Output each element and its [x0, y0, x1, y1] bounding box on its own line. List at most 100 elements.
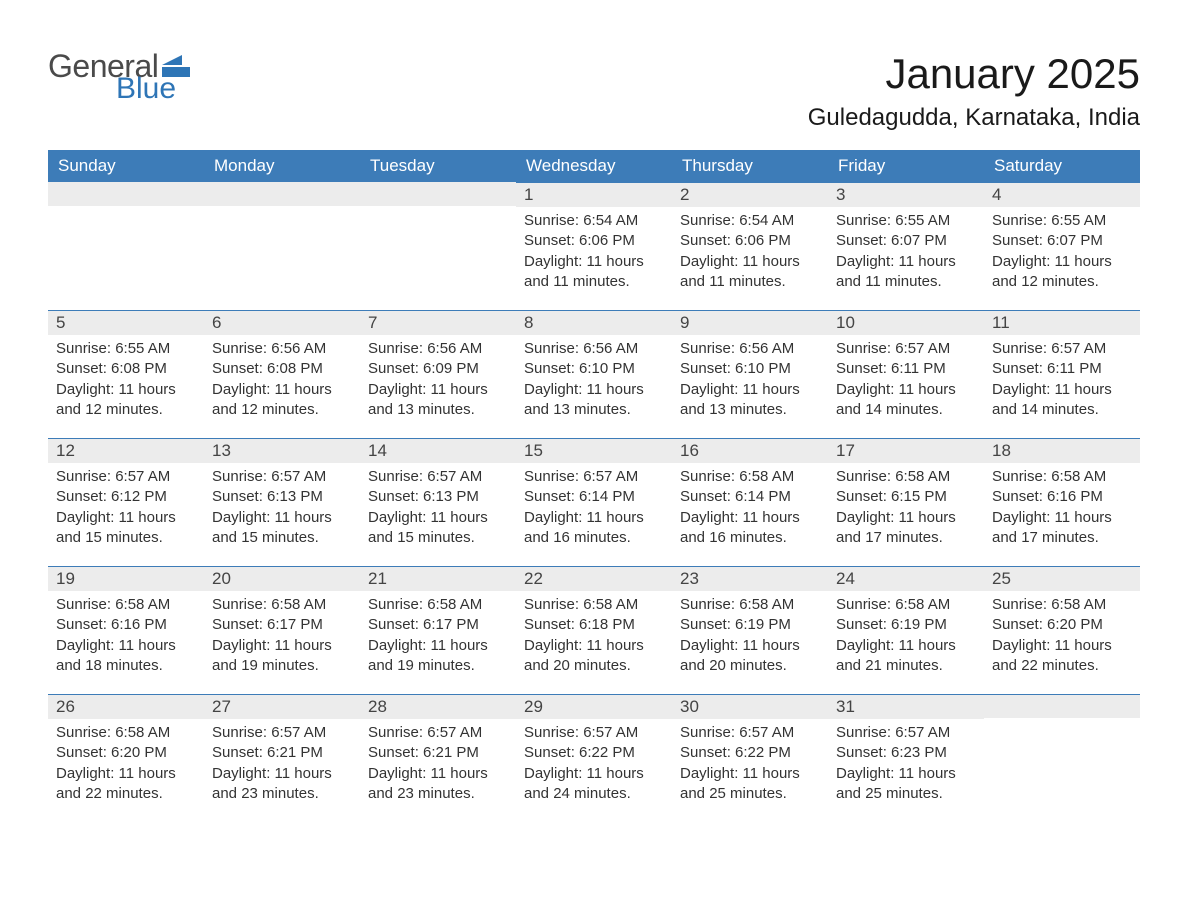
calendar-day-cell: 1Sunrise: 6:54 AMSunset: 6:06 PMDaylight… [516, 182, 672, 310]
day-number: 17 [836, 441, 855, 460]
day-details: Sunrise: 6:55 AMSunset: 6:07 PMDaylight:… [828, 207, 984, 300]
daylight-text: Daylight: 11 hours and 13 minutes. [368, 380, 508, 421]
sunset-text: Sunset: 6:11 PM [992, 359, 1132, 379]
day-number: 21 [368, 569, 387, 588]
calendar-day-cell: 25Sunrise: 6:58 AMSunset: 6:20 PMDayligh… [984, 566, 1140, 694]
sunrise-text: Sunrise: 6:57 AM [992, 339, 1132, 359]
day-number-bar: 23 [672, 566, 828, 591]
day-number: 13 [212, 441, 231, 460]
day-number-bar: 15 [516, 438, 672, 463]
day-number-bar [984, 694, 1140, 718]
weekday-header: Tuesday [360, 150, 516, 182]
day-details: Sunrise: 6:58 AMSunset: 6:19 PMDaylight:… [672, 591, 828, 684]
day-details: Sunrise: 6:55 AMSunset: 6:07 PMDaylight:… [984, 207, 1140, 300]
sunrise-text: Sunrise: 6:58 AM [836, 467, 976, 487]
sunset-text: Sunset: 6:21 PM [212, 743, 352, 763]
calendar-day-cell: 8Sunrise: 6:56 AMSunset: 6:10 PMDaylight… [516, 310, 672, 438]
sunrise-text: Sunrise: 6:55 AM [836, 211, 976, 231]
calendar-day-cell: 17Sunrise: 6:58 AMSunset: 6:15 PMDayligh… [828, 438, 984, 566]
daylight-text: Daylight: 11 hours and 20 minutes. [680, 636, 820, 677]
calendar-day-cell: 9Sunrise: 6:56 AMSunset: 6:10 PMDaylight… [672, 310, 828, 438]
sunset-text: Sunset: 6:19 PM [680, 615, 820, 635]
calendar-day-cell [48, 182, 204, 310]
day-number: 19 [56, 569, 75, 588]
location-subtitle: Guledagudda, Karnataka, India [808, 104, 1140, 132]
day-number: 2 [680, 185, 689, 204]
sunrise-text: Sunrise: 6:58 AM [992, 595, 1132, 615]
daylight-text: Daylight: 11 hours and 14 minutes. [992, 380, 1132, 421]
header: General Blue January 2025 Guledagudda, K… [48, 50, 1140, 142]
calendar-day-cell: 13Sunrise: 6:57 AMSunset: 6:13 PMDayligh… [204, 438, 360, 566]
sunset-text: Sunset: 6:17 PM [368, 615, 508, 635]
day-details: Sunrise: 6:58 AMSunset: 6:14 PMDaylight:… [672, 463, 828, 556]
day-number-bar: 2 [672, 182, 828, 207]
day-number: 4 [992, 185, 1001, 204]
day-details: Sunrise: 6:54 AMSunset: 6:06 PMDaylight:… [516, 207, 672, 300]
sunrise-text: Sunrise: 6:54 AM [524, 211, 664, 231]
calendar-week-row: 5Sunrise: 6:55 AMSunset: 6:08 PMDaylight… [48, 310, 1140, 438]
sunset-text: Sunset: 6:18 PM [524, 615, 664, 635]
day-number-bar: 16 [672, 438, 828, 463]
day-number-bar: 8 [516, 310, 672, 335]
daylight-text: Daylight: 11 hours and 11 minutes. [680, 252, 820, 293]
sunset-text: Sunset: 6:16 PM [56, 615, 196, 635]
day-details: Sunrise: 6:57 AMSunset: 6:13 PMDaylight:… [360, 463, 516, 556]
day-number-bar: 17 [828, 438, 984, 463]
sunrise-text: Sunrise: 6:57 AM [368, 723, 508, 743]
daylight-text: Daylight: 11 hours and 21 minutes. [836, 636, 976, 677]
calendar-day-cell [204, 182, 360, 310]
day-number-bar [360, 182, 516, 206]
sunrise-text: Sunrise: 6:58 AM [680, 467, 820, 487]
calendar-day-cell: 7Sunrise: 6:56 AMSunset: 6:09 PMDaylight… [360, 310, 516, 438]
day-details: Sunrise: 6:56 AMSunset: 6:10 PMDaylight:… [672, 335, 828, 428]
day-number-bar: 9 [672, 310, 828, 335]
sunrise-text: Sunrise: 6:57 AM [524, 723, 664, 743]
calendar-day-cell: 4 Sunrise: 6:55 AMSunset: 6:07 PMDaylight… [984, 182, 1140, 310]
sunset-text: Sunset: 6:06 PM [524, 231, 664, 251]
day-number: 29 [524, 697, 543, 716]
day-details: Sunrise: 6:57 AMSunset: 6:21 PMDaylight:… [360, 719, 516, 812]
day-number-bar: 4 [984, 182, 1140, 207]
sunset-text: Sunset: 6:14 PM [680, 487, 820, 507]
daylight-text: Daylight: 11 hours and 22 minutes. [992, 636, 1132, 677]
day-number-bar: 27 [204, 694, 360, 719]
day-number-bar: 10 [828, 310, 984, 335]
calendar-day-cell: 24Sunrise: 6:58 AMSunset: 6:19 PMDayligh… [828, 566, 984, 694]
calendar-day-cell: 21Sunrise: 6:58 AMSunset: 6:17 PMDayligh… [360, 566, 516, 694]
day-details: Sunrise: 6:56 AMSunset: 6:09 PMDaylight:… [360, 335, 516, 428]
day-number-bar: 11 [984, 310, 1140, 335]
daylight-text: Daylight: 11 hours and 17 minutes. [836, 508, 976, 549]
calendar-day-cell: 3Sunrise: 6:55 AMSunset: 6:07 PMDaylight… [828, 182, 984, 310]
day-details: Sunrise: 6:57 AMSunset: 6:11 PMDaylight:… [984, 335, 1140, 428]
calendar-day-cell: 27Sunrise: 6:57 AMSunset: 6:21 PMDayligh… [204, 694, 360, 822]
calendar-week-row: 19Sunrise: 6:58 AMSunset: 6:16 PMDayligh… [48, 566, 1140, 694]
sunrise-text: Sunrise: 6:54 AM [680, 211, 820, 231]
sunset-text: Sunset: 6:20 PM [56, 743, 196, 763]
day-details: Sunrise: 6:58 AMSunset: 6:20 PMDaylight:… [48, 719, 204, 812]
sunset-text: Sunset: 6:11 PM [836, 359, 976, 379]
calendar-week-row: 1Sunrise: 6:54 AMSunset: 6:06 PMDaylight… [48, 182, 1140, 310]
day-number-bar: 5 [48, 310, 204, 335]
sunset-text: Sunset: 6:16 PM [992, 487, 1132, 507]
day-number-bar [48, 182, 204, 206]
sunset-text: Sunset: 6:19 PM [836, 615, 976, 635]
day-details: Sunrise: 6:58 AMSunset: 6:16 PMDaylight:… [48, 591, 204, 684]
day-number-bar: 30 [672, 694, 828, 719]
month-title: January 2025 [808, 50, 1140, 98]
sunset-text: Sunset: 6:07 PM [992, 231, 1132, 251]
day-number-bar: 25 [984, 566, 1140, 591]
calendar-day-cell: 5Sunrise: 6:55 AMSunset: 6:08 PMDaylight… [48, 310, 204, 438]
logo: General Blue [48, 50, 192, 104]
calendar-day-cell: 29Sunrise: 6:57 AMSunset: 6:22 PMDayligh… [516, 694, 672, 822]
daylight-text: Daylight: 11 hours and 20 minutes. [524, 636, 664, 677]
sunrise-text: Sunrise: 6:56 AM [524, 339, 664, 359]
day-details: Sunrise: 6:57 AMSunset: 6:22 PMDaylight:… [672, 719, 828, 812]
calendar-day-cell: 19 Sunrise: 6:58 AMSunset: 6:16 PMDayligh… [48, 566, 204, 694]
day-number: 6 [212, 313, 221, 332]
daylight-text: Daylight: 11 hours and 25 minutes. [680, 764, 820, 805]
day-details: Sunrise: 6:57 AMSunset: 6:12 PMDaylight:… [48, 463, 204, 556]
sunrise-text: Sunrise: 6:58 AM [680, 595, 820, 615]
day-details: Sunrise: 6:56 AMSunset: 6:10 PMDaylight:… [516, 335, 672, 428]
sunset-text: Sunset: 6:14 PM [524, 487, 664, 507]
sunset-text: Sunset: 6:10 PM [680, 359, 820, 379]
